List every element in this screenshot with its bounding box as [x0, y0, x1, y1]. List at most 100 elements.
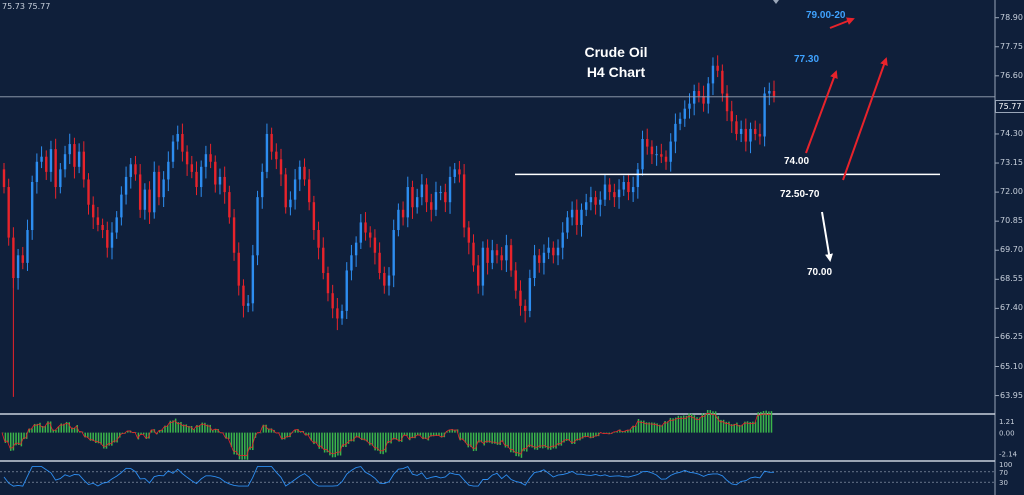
macd-bar — [547, 432, 549, 450]
macd-bar — [228, 432, 230, 440]
candle-body — [566, 217, 569, 233]
candle-body — [7, 187, 10, 238]
candle-body — [491, 250, 494, 263]
macd-bar — [111, 432, 113, 446]
macd-bar — [736, 422, 738, 433]
macd-bar — [193, 429, 196, 433]
candle-body — [669, 141, 672, 162]
candle-body — [120, 194, 123, 218]
macd-bar — [286, 432, 289, 438]
macd-bar — [725, 421, 728, 433]
macd-bar — [73, 427, 76, 433]
macd-bar — [297, 429, 299, 433]
macd-bar — [728, 421, 730, 433]
candle-body — [298, 166, 301, 180]
candle-body — [509, 245, 513, 271]
macd-bar — [714, 411, 717, 433]
candle-body — [772, 90, 776, 97]
macd-bar — [730, 424, 733, 433]
macd-bar — [709, 410, 712, 433]
candle-body — [138, 174, 142, 210]
macd-bar — [307, 432, 310, 436]
price-grid — [0, 0, 999, 495]
macd-bar — [722, 419, 725, 433]
macd-bar — [478, 432, 480, 443]
candle-body — [171, 141, 175, 162]
macd-bar — [222, 432, 225, 434]
candle-body — [307, 179, 311, 203]
macd-bar — [557, 432, 560, 446]
macd-bar — [674, 417, 677, 433]
macd-bar — [9, 432, 12, 451]
macd-bar — [4, 432, 7, 443]
macd-bar — [161, 429, 164, 433]
candle-body — [383, 272, 386, 286]
candle-body — [373, 237, 377, 253]
candle-body — [392, 230, 395, 276]
candle-body — [87, 179, 90, 205]
macd-bar — [393, 432, 395, 440]
bullish-arrow-to-77-30 — [805, 70, 838, 154]
candle-body — [768, 90, 771, 94]
macd-bar — [140, 432, 142, 435]
macd-bar — [390, 432, 392, 444]
macd-bar — [507, 432, 509, 448]
macd-bar — [512, 432, 515, 453]
macd-bar — [177, 422, 180, 433]
macd-bar — [299, 431, 302, 433]
macd-bar — [209, 424, 211, 433]
annotation-72-50-70: 72.50-70 — [780, 189, 820, 200]
candle-body — [707, 83, 710, 104]
macd-bar — [190, 425, 193, 433]
candle-body — [293, 179, 297, 200]
macd-bar — [419, 432, 422, 436]
macd-bar — [137, 432, 140, 440]
candle-body — [542, 252, 546, 263]
candle-body — [181, 133, 184, 152]
macd-bar — [135, 432, 137, 433]
candle-body — [387, 275, 391, 286]
macd-bar — [746, 421, 749, 433]
macd-bar — [571, 432, 573, 445]
macd-bar — [738, 424, 741, 433]
candle-body — [326, 272, 330, 294]
candle-body — [82, 151, 86, 180]
macd-bar — [589, 432, 592, 439]
macd-bar — [326, 432, 329, 453]
macd-bar — [669, 417, 672, 433]
candle-body — [453, 169, 456, 177]
y-tick-label: 77.75 — [1000, 41, 1023, 51]
macd-bar — [555, 432, 557, 449]
macd-bar — [565, 432, 568, 441]
macd-bar — [752, 421, 754, 433]
macd-bar — [12, 432, 15, 451]
macd-bar — [246, 432, 249, 460]
candle-body — [519, 290, 522, 306]
macd-bar — [635, 425, 637, 433]
macd-bar — [212, 430, 214, 433]
y-tick-label: 72.00 — [1000, 187, 1023, 197]
annotation-77-30: 77.30 — [794, 54, 820, 65]
annotation-79-00-20: 79.00-20 — [806, 10, 846, 21]
macd-bar — [491, 432, 493, 444]
macd-bar — [116, 432, 118, 443]
macd-bar — [89, 432, 92, 441]
candle-body — [35, 161, 39, 182]
candle-body — [533, 255, 536, 279]
macd-bar — [164, 425, 166, 433]
macd-bar — [52, 429, 55, 433]
candle-body — [617, 189, 621, 198]
macd-bar — [7, 432, 9, 443]
y-tick-label: 70.85 — [1000, 216, 1023, 226]
macd-bar — [656, 423, 658, 433]
macd-bar — [411, 432, 414, 439]
macd-bar — [467, 432, 469, 448]
macd-bar — [653, 422, 656, 433]
candle-body — [477, 265, 480, 286]
macd-bar — [47, 421, 49, 433]
macd-bar — [661, 425, 664, 433]
candle-body — [594, 197, 597, 205]
macd-bar — [2, 432, 4, 434]
macd-bar — [416, 432, 419, 436]
